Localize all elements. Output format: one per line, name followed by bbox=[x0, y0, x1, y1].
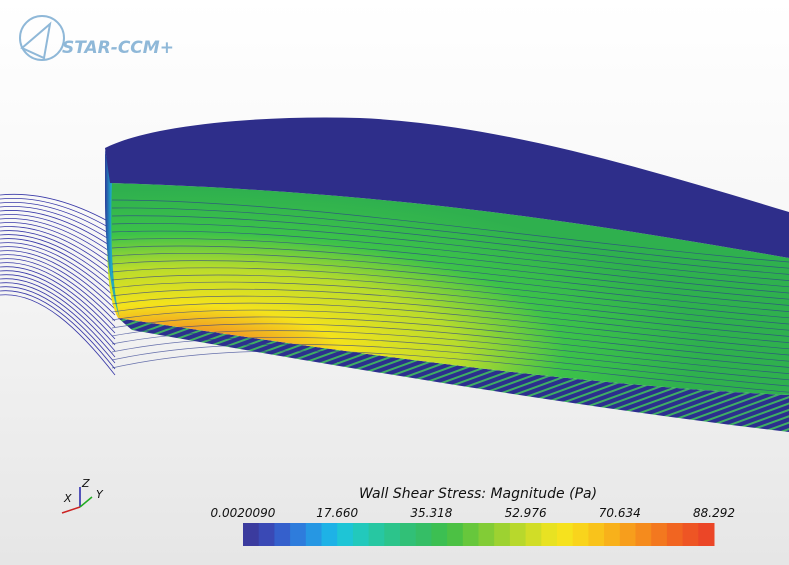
color-swatch bbox=[667, 523, 683, 546]
legend-title: Wall Shear Stress: Magnitude (Pa) bbox=[359, 486, 597, 502]
legend-ticks: 0.0020090 17.660 35.318 52.976 70.634 88.292 bbox=[211, 506, 735, 520]
color-swatch bbox=[651, 523, 667, 546]
color-swatch bbox=[541, 523, 557, 546]
color-swatch bbox=[416, 523, 432, 546]
streamline bbox=[0, 259, 115, 321]
triad-z: Z bbox=[81, 477, 90, 490]
color-swatch bbox=[384, 523, 400, 546]
color-swatch bbox=[604, 523, 620, 546]
triad-x: X bbox=[63, 492, 72, 505]
color-bar bbox=[243, 523, 715, 546]
streamline bbox=[0, 287, 115, 363]
color-swatch bbox=[620, 523, 636, 546]
color-swatch bbox=[337, 523, 353, 546]
color-swatch bbox=[479, 523, 495, 546]
color-swatch bbox=[636, 523, 652, 546]
scene: STAR-CCM+ X Y Z Wall Shear Stress: Magni… bbox=[0, 0, 789, 565]
color-swatch bbox=[290, 523, 306, 546]
axis-triad: X Y Z bbox=[62, 477, 104, 513]
streamline bbox=[0, 263, 115, 327]
color-swatch bbox=[683, 523, 699, 546]
color-swatch bbox=[698, 523, 714, 546]
streamline bbox=[0, 295, 115, 375]
color-swatch bbox=[369, 523, 385, 546]
legend-tick-label: 52.976 bbox=[505, 506, 547, 520]
triad-y: Y bbox=[96, 488, 104, 501]
color-swatch bbox=[588, 523, 604, 546]
color-swatch bbox=[557, 523, 573, 546]
color-swatch bbox=[431, 523, 447, 546]
color-swatch bbox=[243, 523, 259, 546]
color-swatch bbox=[463, 523, 479, 546]
streamline bbox=[0, 271, 115, 339]
color-swatch bbox=[494, 523, 510, 546]
legend-tick-label: 70.634 bbox=[599, 506, 641, 520]
color-swatch bbox=[526, 523, 542, 546]
color-swatch bbox=[510, 523, 526, 546]
streamline bbox=[0, 283, 115, 357]
logo: STAR-CCM+ bbox=[20, 16, 174, 60]
legend-tick-label: 17.660 bbox=[316, 506, 358, 520]
color-swatch bbox=[447, 523, 463, 546]
legend-tick-label: 35.318 bbox=[410, 506, 452, 520]
color-swatch bbox=[322, 523, 338, 546]
viewport: STAR-CCM+ X Y Z Wall Shear Stress: Magni… bbox=[0, 0, 789, 565]
color-swatch bbox=[274, 523, 290, 546]
color-swatch bbox=[259, 523, 275, 546]
color-swatch bbox=[353, 523, 369, 546]
color-swatch bbox=[573, 523, 589, 546]
streamlines-left bbox=[0, 194, 115, 375]
color-swatch bbox=[306, 523, 322, 546]
logo-text: STAR-CCM+ bbox=[62, 38, 174, 58]
streamline bbox=[0, 202, 115, 237]
streamline bbox=[0, 291, 115, 369]
color-swatch bbox=[400, 523, 416, 546]
legend-tick-label: 88.292 bbox=[693, 506, 735, 520]
legend-tick-label: 0.0020090 bbox=[211, 506, 276, 520]
